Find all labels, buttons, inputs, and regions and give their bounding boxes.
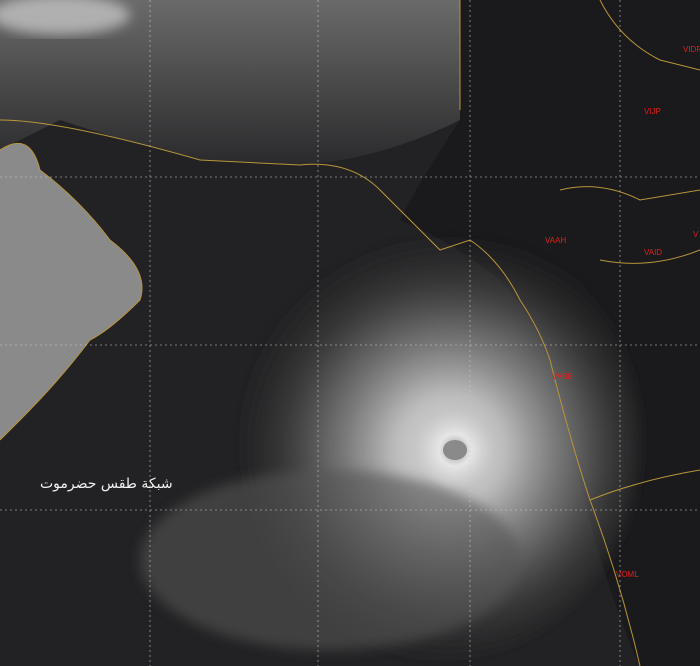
station-label: VAAH [545, 236, 567, 245]
station-label: V [693, 230, 699, 239]
watermark: شبكة طقس حضرموت [40, 476, 173, 492]
station-label: VAID [644, 248, 663, 257]
oman-landmass [0, 143, 142, 441]
station-label: VIJP [644, 107, 661, 116]
station-label: VOML [616, 570, 639, 579]
station-label: VIDP [683, 45, 700, 54]
iran-landmass [0, 0, 460, 165]
station-label: VABB [552, 372, 573, 381]
